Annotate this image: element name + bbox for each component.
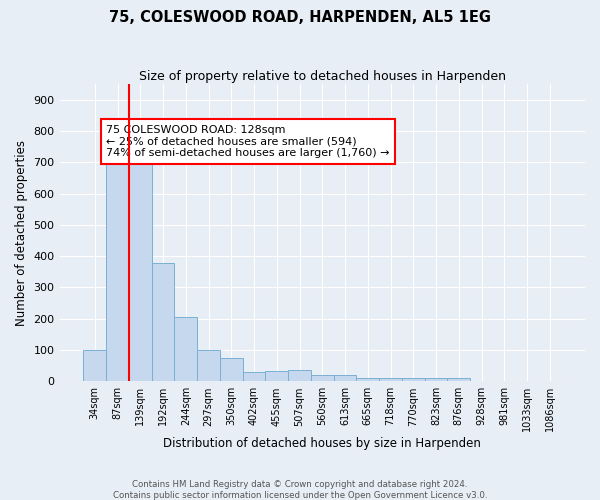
- Bar: [448, 378, 470, 382]
- Title: Size of property relative to detached houses in Harpenden: Size of property relative to detached ho…: [139, 70, 506, 83]
- X-axis label: Distribution of detached houses by size in Harpenden: Distribution of detached houses by size …: [163, 437, 481, 450]
- Text: Contains HM Land Registry data © Crown copyright and database right 2024.
Contai: Contains HM Land Registry data © Crown c…: [113, 480, 487, 500]
- Bar: [425, 378, 448, 382]
- Bar: [242, 372, 265, 382]
- Y-axis label: Number of detached properties: Number of detached properties: [15, 140, 28, 326]
- Bar: [106, 160, 129, 382]
- Bar: [288, 370, 311, 382]
- Bar: [356, 378, 379, 382]
- Bar: [152, 263, 175, 382]
- Text: 75 COLESWOOD ROAD: 128sqm
← 25% of detached houses are smaller (594)
74% of semi: 75 COLESWOOD ROAD: 128sqm ← 25% of detac…: [106, 125, 389, 158]
- Bar: [379, 378, 402, 382]
- Bar: [197, 350, 220, 382]
- Bar: [220, 358, 242, 382]
- Bar: [175, 317, 197, 382]
- Bar: [265, 372, 288, 382]
- Bar: [334, 375, 356, 382]
- Bar: [402, 378, 425, 382]
- Bar: [83, 350, 106, 382]
- Bar: [311, 375, 334, 382]
- Bar: [129, 158, 152, 382]
- Text: 75, COLESWOOD ROAD, HARPENDEN, AL5 1EG: 75, COLESWOOD ROAD, HARPENDEN, AL5 1EG: [109, 10, 491, 25]
